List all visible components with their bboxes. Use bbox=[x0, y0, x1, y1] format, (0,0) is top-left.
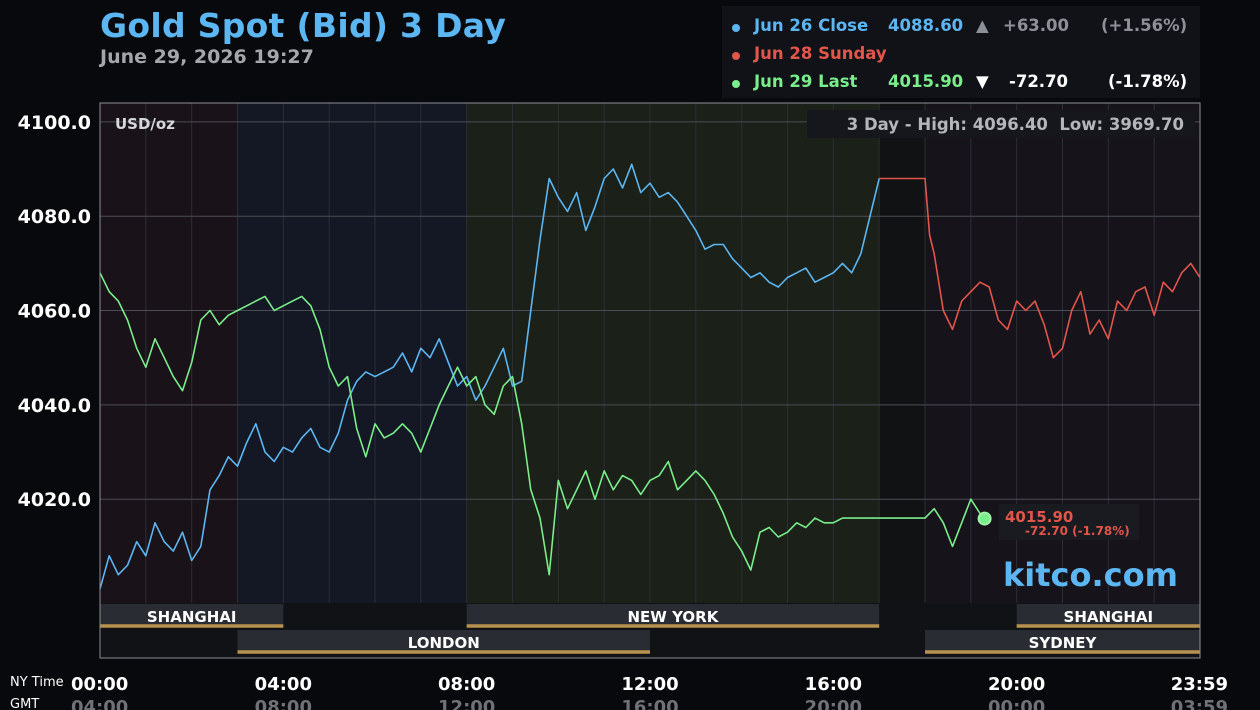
last-price-change: -72.70 (-1.78%) bbox=[1025, 524, 1130, 538]
legend-dot bbox=[732, 80, 740, 88]
x-tick-label-ny: 12:00 bbox=[621, 674, 678, 695]
x-tick-label-ny: 04:00 bbox=[255, 674, 312, 695]
session-box bbox=[237, 630, 650, 652]
x-tick-label-gmt: 20:00 bbox=[805, 697, 862, 710]
series-line-2 bbox=[99, 272, 986, 576]
legend-pct: (-1.78%) bbox=[1108, 72, 1188, 91]
legend-dot bbox=[732, 24, 740, 32]
legend-label: Jun 28 Sunday bbox=[754, 44, 887, 63]
x-tick-label-ny: 23:59 bbox=[1171, 674, 1228, 695]
session-band bbox=[100, 103, 238, 603]
last-price-marker: 4015.90 -72.70 (-1.78%) bbox=[977, 504, 1139, 540]
session-band bbox=[237, 103, 467, 603]
y-tick-label: 4040.0 bbox=[18, 395, 91, 417]
last-price-value: 4015.90 bbox=[1005, 508, 1073, 526]
legend-row-jun28: Jun 28 Sunday bbox=[722, 44, 1200, 70]
session-label: LONDON bbox=[408, 634, 480, 652]
session-box bbox=[100, 604, 284, 626]
session-label: SHANGHAI bbox=[1064, 608, 1154, 626]
legend-pct: (+1.56%) bbox=[1101, 16, 1188, 35]
legend-value: 4015.90 bbox=[888, 72, 964, 91]
last-price-dot bbox=[977, 511, 992, 526]
legend-value: 4088.60 bbox=[888, 16, 964, 35]
session-band bbox=[466, 103, 880, 603]
series-line-1 bbox=[879, 177, 1201, 359]
x-axis: NY Time GMT 00:00 04:00 04:00 08:00 08:00 12:00… bbox=[10, 674, 1228, 710]
stats-text: 3 Day - High: 4096.40 Low: 3969.70 bbox=[847, 115, 1184, 134]
legend-row-jun26: Jun 26 Close 4088.60 ▲ +63.00 (+1.56%) bbox=[722, 16, 1200, 42]
x-tick-label-gmt: 03:59 bbox=[1171, 697, 1228, 710]
x-tick-label-ny: 16:00 bbox=[805, 674, 862, 695]
series-line-0 bbox=[99, 163, 880, 590]
legend: Jun 26 Close 4088.60 ▲ +63.00 (+1.56%) J… bbox=[722, 6, 1200, 98]
x-tick-label-ny: 00:00 bbox=[71, 674, 128, 695]
page-title: Gold Spot (Bid) 3 Day bbox=[100, 6, 507, 45]
down-arrow-icon: ▼ bbox=[976, 72, 989, 91]
series-lines bbox=[99, 163, 1201, 590]
x-tick-label-gmt: 00:00 bbox=[988, 697, 1045, 710]
page-subtitle: June 29, 2026 19:27 bbox=[100, 46, 314, 68]
stats-box bbox=[807, 110, 1195, 138]
legend-row-jun29: Jun 29 Last 4015.90 ▼ -72.70 (-1.78%) bbox=[722, 72, 1200, 98]
x-tick-label-ny: 08:00 bbox=[438, 674, 495, 695]
session-box bbox=[1016, 604, 1200, 626]
y-tick-label: 4100.0 bbox=[18, 112, 91, 134]
session-box bbox=[466, 604, 880, 626]
y-tick-label: 4020.0 bbox=[18, 489, 91, 511]
legend-change: +63.00 bbox=[1003, 16, 1070, 35]
x-axis-ny-label: NY Time bbox=[10, 675, 64, 690]
session-label: SHANGHAI bbox=[147, 608, 237, 626]
session-box bbox=[925, 630, 1200, 652]
session-bars: SHANGHAI NEW YORK SHANGHAI LONDON SYDNEY bbox=[100, 604, 1200, 654]
legend-change: -72.70 bbox=[1009, 72, 1069, 91]
legend-label: Jun 29 Last bbox=[754, 72, 858, 91]
legend-dot bbox=[732, 52, 740, 60]
x-tick-label-gmt: 04:00 bbox=[71, 697, 128, 710]
session-label: NEW YORK bbox=[628, 608, 720, 626]
plot-frame bbox=[99, 102, 1201, 659]
x-tick-label-gmt: 12:00 bbox=[438, 697, 495, 710]
y-tick-label: 4060.0 bbox=[18, 301, 91, 323]
y-axis: 4100.0 4080.0 4060.0 4040.0 4020.0 bbox=[18, 112, 91, 511]
session-label: SYDNEY bbox=[1029, 634, 1098, 652]
session-band bbox=[879, 103, 925, 603]
unit-label: USD/oz bbox=[115, 115, 175, 133]
y-tick-label: 4080.0 bbox=[18, 206, 91, 228]
x-tick-label-ny: 20:00 bbox=[988, 674, 1045, 695]
up-arrow-icon: ▲ bbox=[976, 16, 989, 35]
x-tick-label-gmt: 08:00 bbox=[255, 697, 312, 710]
x-axis-gmt-label: GMT bbox=[10, 697, 39, 710]
brand-logo: kitco.com bbox=[1003, 556, 1178, 594]
last-price-box bbox=[999, 504, 1139, 540]
legend-label: Jun 26 Close bbox=[754, 16, 869, 35]
x-tick-label-gmt: 16:00 bbox=[621, 697, 678, 710]
